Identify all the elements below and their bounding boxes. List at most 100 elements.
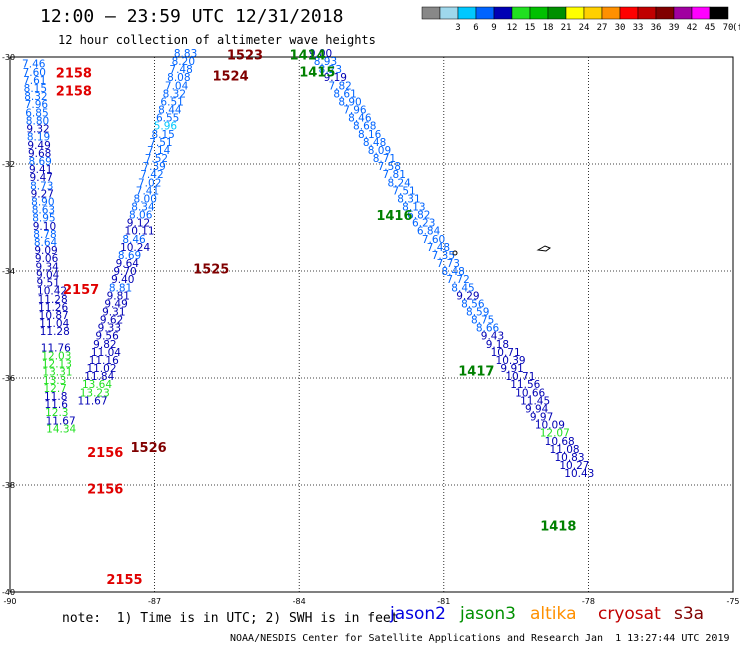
wave-height-value: 7.02	[138, 177, 161, 189]
wave-height-value: 8.15	[24, 83, 47, 95]
wave-height-value: 13.31	[42, 367, 72, 379]
legend-altika: altika	[530, 604, 577, 624]
pass-time-label: 2156	[87, 446, 123, 461]
x-tick-label: -81	[437, 597, 450, 606]
legend-swatch-4	[493, 6, 513, 20]
legend-swatch-3	[475, 6, 495, 20]
pass-time-label: 2157	[63, 283, 99, 298]
legend-label-6: 6	[473, 23, 478, 33]
x-tick-label: -87	[148, 597, 161, 606]
wave-height-value: 8.93	[314, 56, 337, 68]
wave-height-value: 9.10	[33, 221, 56, 233]
wave-height-value: 9.43	[481, 331, 504, 343]
wave-height-value: 9.12	[127, 218, 150, 230]
pass-time-label: 1417	[458, 364, 494, 379]
wave-height-value: 6.84	[417, 226, 441, 238]
wave-height-value: 9.06	[35, 253, 59, 265]
wave-height-value: 7.72	[446, 274, 469, 286]
wave-height-value: 10.43	[564, 468, 594, 480]
legend-swatch-16	[709, 6, 729, 20]
legend-swatch-12	[637, 6, 657, 20]
wave-height-value: 8.83	[174, 48, 197, 60]
y-tick-label: -34	[2, 267, 15, 276]
wave-height-value: 9.32	[26, 124, 49, 136]
wave-height-value: 8.46	[348, 113, 372, 125]
wave-height-value: 9.09	[34, 245, 57, 257]
wave-height-value: 9.82	[93, 339, 116, 351]
credit-timestamp: Jan 1 13:27:44 UTC 2019	[585, 633, 730, 644]
wave-height-value: 10.66	[515, 387, 545, 399]
wave-height-value: 8.95	[32, 213, 55, 225]
legend-swatch-0	[421, 6, 441, 20]
wave-height-value: 8.23	[319, 64, 342, 76]
legend-jason3: jason3	[460, 604, 516, 624]
wave-height-value: 10.42	[37, 286, 67, 298]
axis-labels: -90 -87 -84 -81 -78 -75 -30 -32 -34 -36 -38 -40	[2, 53, 740, 606]
wave-height-value: 9.34	[35, 261, 59, 273]
wave-height-value: 8.73	[30, 180, 53, 192]
legend-label-15: 15	[525, 23, 536, 33]
wave-height-value: 11.04	[91, 347, 121, 359]
island-mark-a	[452, 250, 458, 256]
wave-height-value: 10.11	[125, 226, 155, 238]
wave-height-value: 8.16	[358, 129, 382, 141]
legend-label-42: 42	[687, 23, 698, 33]
legend-swatch-10	[601, 6, 621, 20]
legend-label-9: 9	[491, 23, 496, 33]
wave-height-value: 8.32	[163, 88, 186, 100]
pass-time-label: 1524	[212, 70, 248, 85]
wave-height-value: 6.85	[25, 107, 48, 119]
wave-height-value: 10.27	[559, 460, 589, 472]
wave-height-value: 9.04	[36, 269, 60, 281]
wave-height-value: 9.33	[98, 323, 121, 335]
wave-height-value: 8.90	[338, 96, 361, 108]
wave-height-value: 12.07	[540, 428, 570, 440]
wave-height-value: 8.68	[353, 121, 376, 133]
legend-label-3: 3	[455, 23, 460, 33]
legend-s3a: s3a	[674, 604, 705, 624]
wave-height-value: 9.41	[29, 164, 52, 176]
wave-height-value: 8.13	[402, 201, 425, 213]
legend-swatch-2	[457, 6, 477, 20]
pass-time-labels: 2158 2158 1523 1414 1524 1415 1416 1525 2157 1417…	[56, 49, 577, 588]
wave-height-value: 8.06	[129, 210, 153, 222]
wave-height-value: 9.49	[27, 140, 50, 152]
map-frame	[9, 56, 734, 593]
track-east: 9.008.938.239.197.828.618.907.968.468.68…	[309, 48, 595, 480]
credit-text: NOAA/NESDIS Center for Satellite Applica…	[230, 633, 580, 644]
legend-unit-label: (ft)	[732, 23, 740, 33]
wave-height-value: 7.14	[147, 145, 171, 157]
wave-height-value: 12.3	[45, 407, 68, 419]
legend-swatch-15	[691, 6, 711, 20]
wave-height-value: 8.71	[373, 153, 396, 165]
wave-height-value: 10.83	[554, 452, 584, 464]
wave-height-value: 6.55	[156, 113, 179, 125]
wave-height-value: 11.56	[510, 379, 540, 391]
wave-height-value: 8.78	[33, 229, 56, 241]
wave-height-value: 12.13	[42, 359, 72, 371]
pass-time-label: 1523	[227, 49, 263, 64]
wave-height-value: 13.23	[80, 387, 110, 399]
wave-height-value: 8.32	[24, 91, 47, 103]
legend-label-45: 45	[705, 23, 716, 33]
map-grid	[9, 56, 734, 593]
y-tick-label: -40	[2, 588, 15, 597]
wave-height-value: 11.02	[86, 363, 116, 375]
wave-height-value: 8.09	[368, 145, 391, 157]
wave-height-value: 13.3	[43, 375, 66, 387]
wave-height-value: 9.49	[104, 298, 127, 310]
legend-cryosat: cryosat	[598, 604, 661, 624]
wave-height-value: 8.08	[167, 72, 190, 84]
legend-label-33: 33	[633, 23, 644, 33]
legend-label-12: 12	[507, 23, 518, 33]
legend-swatch-8	[565, 6, 585, 20]
wave-height-value: 11.84	[84, 371, 114, 383]
wave-height-value: 10.71	[505, 371, 535, 383]
wave-height-value: 9.94	[525, 403, 549, 415]
map-title: 12:00 – 23:59 UTC 12/31/2018	[40, 6, 344, 27]
wave-height-value: 14.34	[46, 423, 76, 435]
wave-height-value: 7.04	[165, 80, 189, 92]
wave-height-value: 7.51	[149, 137, 172, 149]
